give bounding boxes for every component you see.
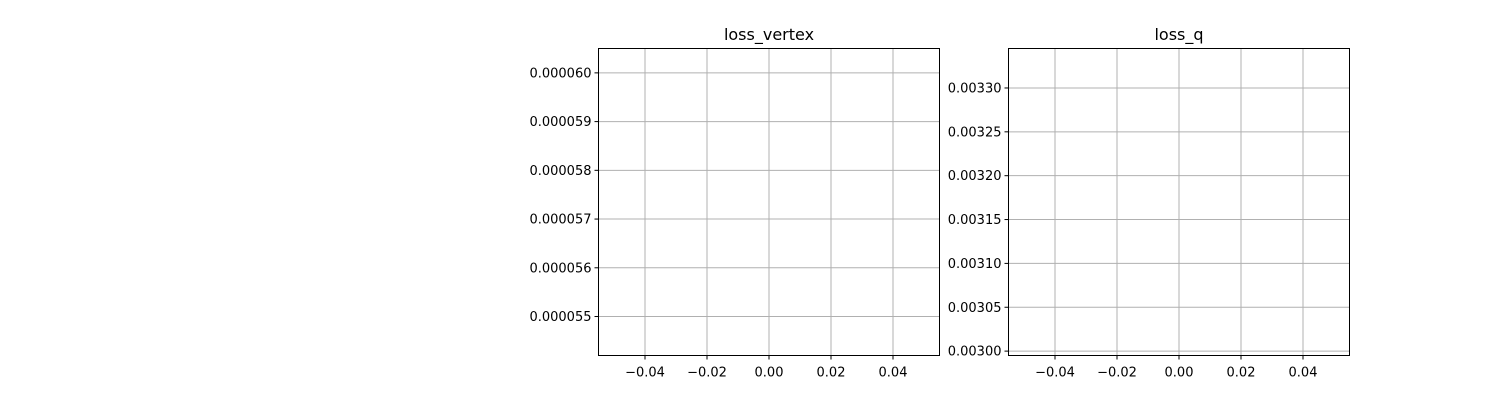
x-tick-label: −0.04 (625, 366, 665, 381)
y-axis: 0.00300 0.00305 0.00310 0.00315 0.00320 0.003… (948, 81, 1009, 360)
y-tick-label: 0.000055 (529, 310, 591, 325)
grid-lines (598, 48, 940, 356)
x-tick-label: 0.04 (879, 366, 908, 381)
y-axis: 0.000055 0.000056 0.000057 0.000058 0.000059… (529, 66, 599, 325)
y-tick-label: 0.00320 (948, 169, 1002, 184)
plot-area-frame (598, 48, 940, 356)
y-tick-label: 0.00300 (948, 345, 1002, 360)
chart-title: loss_vertex (724, 25, 814, 45)
loss-vertex-panel: loss_vertex 0.0000550.0000560.0000570.00… (529, 25, 940, 381)
y-tick-label: 0.000056 (529, 261, 591, 276)
x-tick-label: −0.02 (1097, 366, 1137, 381)
y-tick-label: 0.000060 (529, 66, 591, 81)
y-tick-label: 0.000059 (529, 115, 591, 130)
x-tick-label: 0.00 (755, 366, 784, 381)
chart-title: loss_q (1154, 25, 1203, 45)
y-tick-label: 0.000058 (529, 164, 591, 179)
grid-lines (1008, 48, 1350, 356)
loss-q-panel: loss_q 0.003000.003050.003100.003150.003… (948, 25, 1350, 381)
x-tick-label: −0.02 (687, 366, 727, 381)
x-tick-label: 0.04 (1289, 366, 1318, 381)
y-tick-label: 0.000057 (529, 213, 591, 228)
x-axis: −0.04 −0.02 0.00 0.02 0.04 (625, 355, 908, 381)
y-tick-label: 0.00305 (948, 301, 1002, 316)
plot-area-frame (1008, 48, 1350, 356)
x-tick-label: 0.00 (1165, 366, 1194, 381)
x-axis: −0.04 −0.02 0.00 0.02 0.04 (1035, 355, 1318, 381)
x-tick-label: −0.04 (1035, 366, 1075, 381)
x-tick-label: 0.02 (1227, 366, 1256, 381)
y-tick-label: 0.00330 (948, 81, 1002, 96)
y-tick-label: 0.00315 (948, 213, 1002, 228)
y-tick-label: 0.00310 (948, 257, 1002, 272)
x-tick-label: 0.02 (817, 366, 846, 381)
y-tick-label: 0.00325 (948, 125, 1002, 140)
